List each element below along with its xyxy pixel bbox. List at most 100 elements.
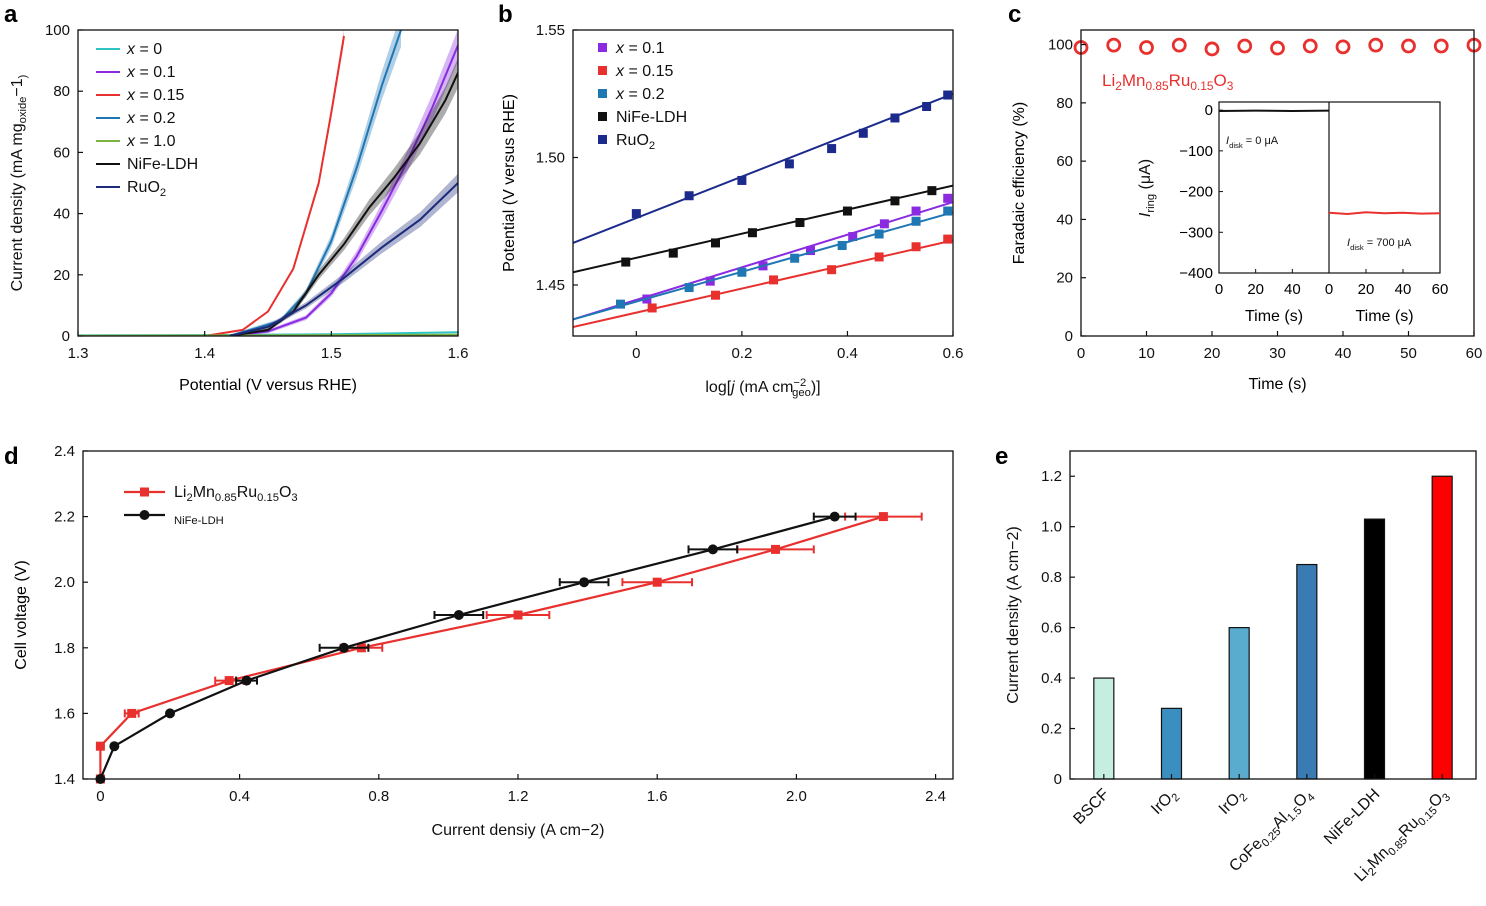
x-tick-label: 1.6 — [448, 345, 469, 362]
legend-label: x = 0 — [126, 41, 162, 58]
y-tick-label: 1.4 — [54, 771, 75, 788]
inset-y-tick-label: −400 — [1179, 265, 1213, 282]
data-point — [339, 642, 349, 653]
panel-b-plot-area — [573, 90, 953, 329]
series-band — [230, 30, 458, 336]
legend-label: NiFe-LDH — [127, 156, 198, 173]
data-point — [711, 290, 720, 300]
y-axis-title: Cell voltage (V) — [13, 560, 30, 669]
legend-swatch — [598, 112, 607, 121]
category-label: NiFe-LDH — [1321, 786, 1383, 848]
data-point — [579, 577, 590, 588]
legend-label: Li2Mn0.85Ru0.15O3 — [174, 484, 298, 504]
data-point — [769, 275, 779, 285]
inset-x-tick-label: 0 — [1325, 281, 1333, 298]
legend-label: x = 1.0 — [126, 133, 176, 150]
series-line — [204, 35, 345, 336]
data-point — [858, 128, 868, 138]
x-tick-label: 0 — [632, 345, 640, 362]
y-axis-title: Potential (V versus RHE) — [501, 94, 518, 272]
panel-b-chart: 0 0.2 0.4 0.6 1.45 1.50 1.55 log[j (mA cm−2 geo)… — [501, 22, 963, 399]
data-point — [790, 253, 800, 263]
x-axis-title: Current densiy (A cm−2) — [432, 822, 605, 839]
x-tick-label: 40 — [1335, 345, 1352, 362]
data-point — [943, 234, 953, 244]
panel-a-plot-area — [78, 30, 458, 336]
bar — [1093, 677, 1115, 780]
x-tick-label: 0 — [96, 788, 104, 805]
category-label: IrO2 — [1148, 786, 1182, 820]
x-tick-label: 1.5 — [321, 345, 342, 362]
inset-x-tick-label: 40 — [1284, 281, 1301, 298]
y-axis-title: Current density (A cm−2) — [1005, 526, 1022, 703]
x-tick-label: 1.4 — [194, 345, 215, 362]
data-point — [943, 90, 953, 100]
legend-label: RuO2 — [616, 132, 655, 152]
data-point — [1302, 38, 1318, 54]
series-band — [230, 30, 401, 336]
inset-y-tick-label: −100 — [1179, 143, 1213, 160]
y-tick-label: 60 — [1056, 153, 1073, 170]
x-axis-title: log[j (mA cm−2 geo)] — [705, 377, 820, 399]
x-tick-label: 1.3 — [68, 345, 89, 362]
y-tick-label: 40 — [1056, 211, 1073, 228]
bar — [1363, 518, 1386, 780]
fit-line — [573, 211, 953, 321]
y-tick-label: 0.8 — [1041, 569, 1062, 586]
data-point — [829, 511, 840, 522]
panel-d-chart: 0 0.4 0.8 1.2 1.6 2.0 2.4 1.4 1.6 1.8 2.0 2.2 2.4 Cur… — [13, 443, 954, 839]
panel-c-chart: 0 10 20 30 40 50 60 0 20 40 60 80 100 Time (s) Faradai… — [1011, 29, 1483, 393]
y-tick-label: 1.6 — [54, 705, 75, 722]
inset-x-tick-label: 20 — [1247, 281, 1264, 298]
x-axis-title: Potential (V versus RHE) — [179, 377, 357, 394]
plot-frame — [572, 29, 954, 337]
data-point — [842, 206, 852, 216]
x-tick-label: 1.2 — [508, 788, 529, 805]
data-point — [806, 246, 815, 256]
x-tick-label: 60 — [1466, 345, 1483, 362]
panel-label-b: b — [498, 1, 513, 28]
y-axis-title: Faradaic efficiency (%) — [1011, 102, 1028, 264]
inset-x-tick-label: 0 — [1215, 281, 1223, 298]
inset-x-tick-label: 40 — [1395, 281, 1412, 298]
plot-frame — [77, 29, 459, 337]
y-tick-label: 60 — [53, 144, 70, 161]
y-tick-label: 100 — [45, 22, 70, 39]
data-point — [684, 283, 694, 293]
legend-swatch — [598, 135, 607, 144]
data-point — [1106, 37, 1122, 53]
inset-series-line — [1328, 211, 1441, 216]
x-tick-label: 2.0 — [786, 788, 807, 805]
category-label: BSCF — [1070, 786, 1112, 828]
legend-label: x = 0.1 — [615, 40, 665, 57]
bar — [1296, 563, 1318, 780]
x-tick-label: 20 — [1204, 345, 1221, 362]
data-point — [827, 144, 837, 154]
data-point — [616, 299, 625, 309]
inset-y-tick-label: −200 — [1179, 184, 1213, 201]
fit-line — [573, 239, 953, 329]
data-point — [652, 577, 662, 587]
data-point — [837, 240, 847, 250]
inset-y-axis-title: Iring (μA) — [1137, 159, 1157, 217]
fit-line — [573, 184, 953, 274]
y-tick-label: 40 — [53, 206, 70, 223]
data-point — [109, 741, 120, 752]
y-tick-label: 2.2 — [54, 509, 75, 526]
fit-line — [573, 201, 953, 321]
data-point — [1368, 37, 1384, 53]
inset-x-axis-title-right: Time (s) — [1355, 308, 1413, 325]
data-point — [890, 113, 900, 123]
y-tick-label: 0 — [1054, 771, 1062, 788]
panel-label-e: e — [995, 443, 1008, 470]
inset-label-right: Idisk = 700 μA — [1347, 237, 1412, 252]
legend-swatch — [598, 43, 607, 52]
data-point — [879, 219, 889, 229]
x-tick-label: 0.6 — [943, 345, 964, 362]
bar — [1431, 475, 1453, 780]
x-axis-title: Time (s) — [1248, 376, 1306, 393]
data-point — [827, 265, 837, 275]
series-line — [229, 182, 458, 336]
data-point — [911, 242, 921, 252]
x-tick-label: 0.8 — [368, 788, 389, 805]
